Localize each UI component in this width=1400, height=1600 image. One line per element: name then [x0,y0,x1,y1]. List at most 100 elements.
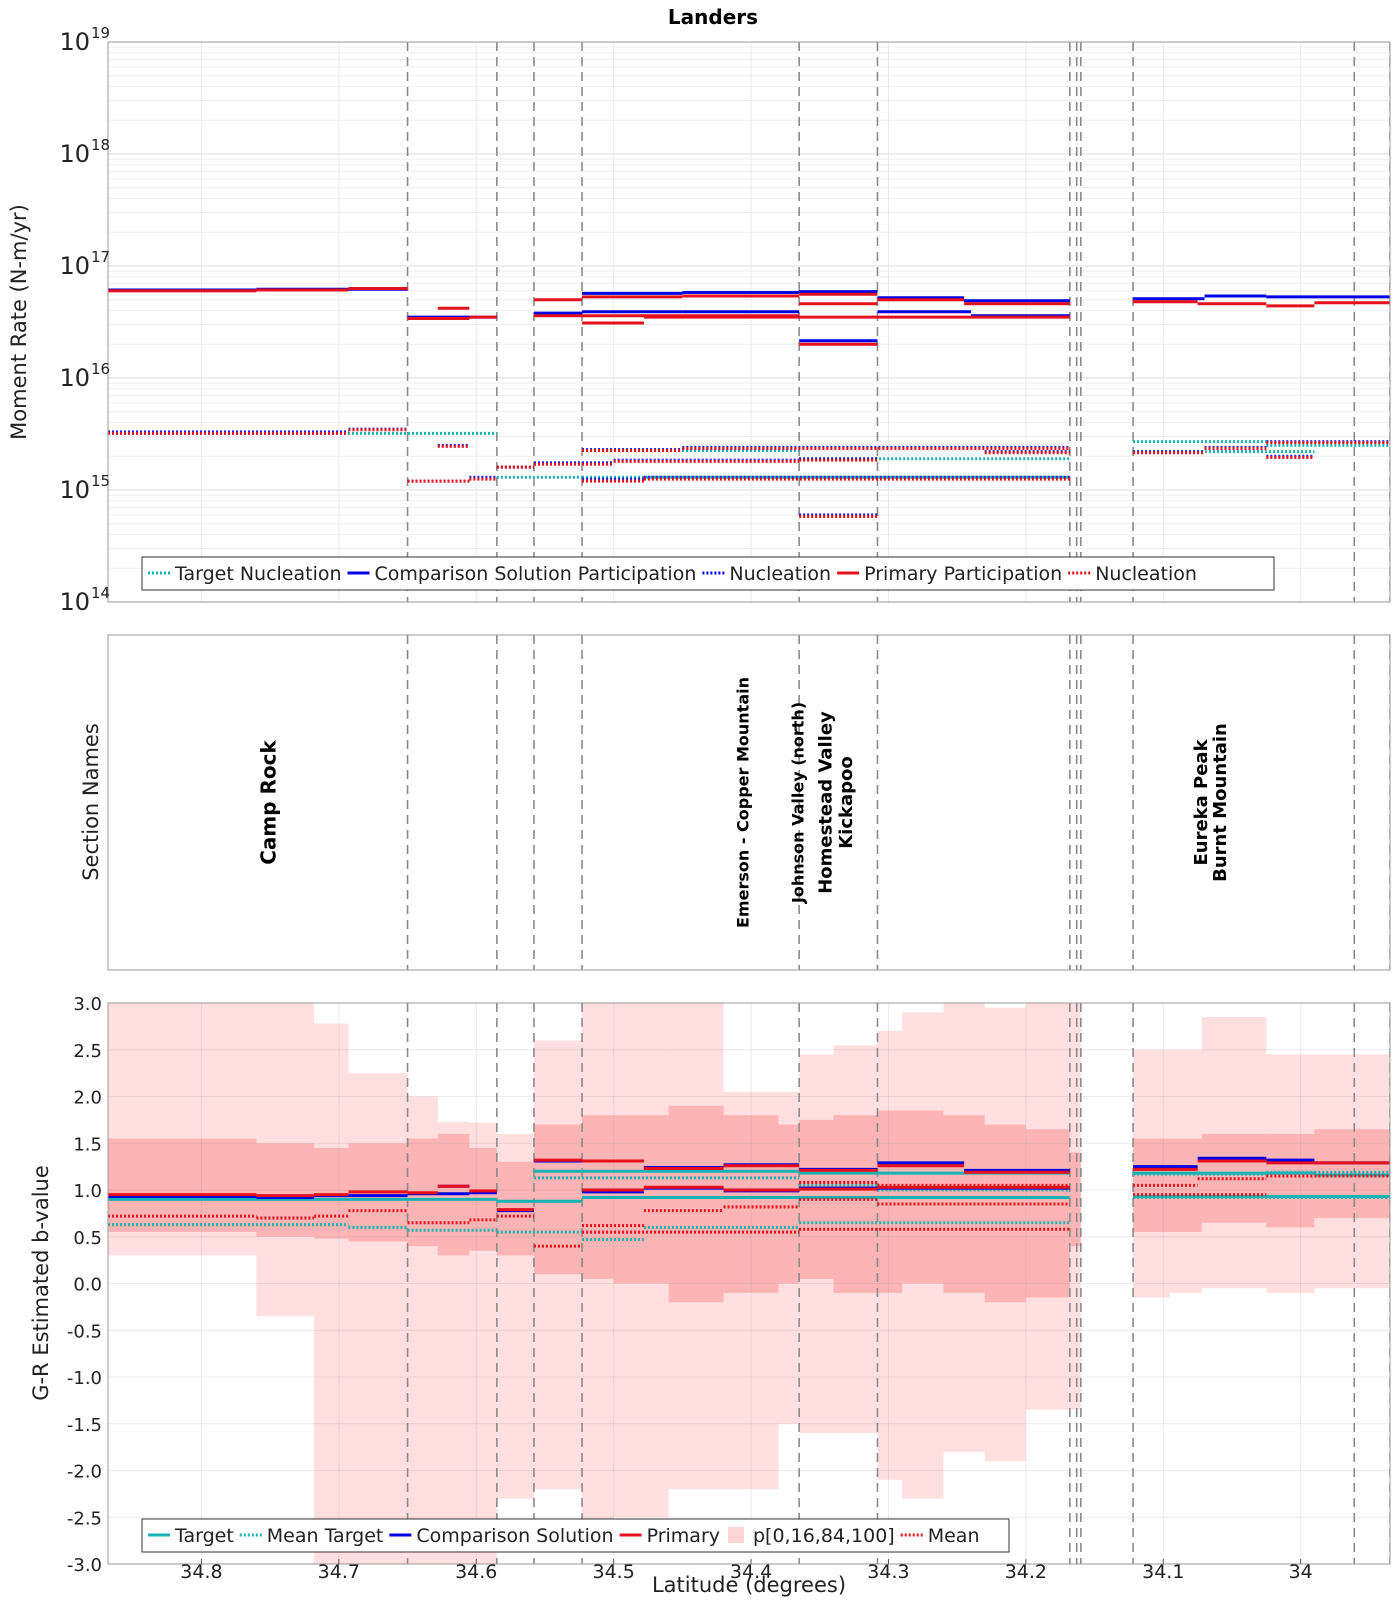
bvalue-y-tick-label: 2.5 [73,1041,102,1062]
x-tick-label: 34.8 [180,1561,222,1583]
legend-label: Primary [647,1525,720,1547]
band-p0-p100 [613,1003,669,1518]
moment-y-tick-label: 10 [59,252,90,280]
band-p0-p100 [469,1122,497,1564]
section-names-panel: Camp Rock Emerson - Copper Mountain Johnso… [79,634,1391,971]
band-p0-p100 [833,1045,878,1434]
band-p0-p100 [1069,1003,1081,1410]
band-p0-p100 [108,1003,257,1256]
band-p0-p100 [799,1054,834,1434]
band-p0-p100 [943,1003,985,1452]
moment-y-tick-exponent: 16 [91,360,110,378]
band-p16-p84 [668,1105,724,1303]
bvalue-y-axis-label: G-R Estimated b-value [29,1165,53,1401]
bvalue-y-tick-label: 1.0 [73,1181,102,1202]
bvalue-y-tick-label: 3.0 [73,994,102,1015]
band-p0-p100 [496,1133,534,1499]
moment-y-tick-exponent: 15 [91,472,110,490]
bvalue-y-tick-label: -2.0 [67,1462,102,1483]
moment-y-tick-label: 10 [59,28,90,56]
x-tick-label: 34.7 [318,1561,360,1583]
sections-plot-frame [107,634,1391,971]
bvalue-legend-frame [141,1518,1010,1553]
moment-y-tick-exponent: 17 [91,248,110,266]
section-label: Johnson Valley (north) [789,702,808,904]
x-tick-label: 34.4 [730,1561,772,1583]
band-p16-p84 [1025,1129,1070,1298]
band-p16-p84 [723,1115,779,1293]
bvalue-y-tick-label: -1.5 [67,1415,102,1436]
section-label: Homestead Valley [816,711,837,894]
band-p0-p100 [1170,1049,1202,1293]
bvalue-y-tick-label: -1.0 [67,1368,102,1389]
sections-section-boundaries [406,635,1390,970]
bvalue-y-tick-label: -0.5 [67,1321,102,1342]
moment-y-axis-label: Moment Rate (N-m/yr) [7,204,31,440]
band-p16-p84 [1266,1133,1315,1228]
bvalue-plot-background [108,1003,1390,1564]
band-p0-p100 [902,1012,944,1499]
sections-y-axis-label: Section Names [79,723,103,881]
x-axis-label: Latitude (degrees) [652,1573,846,1597]
band-p16-p84 [833,1115,878,1293]
x-tick-label: 34.1 [1142,1561,1184,1583]
bvalue-y-tick-label: 0.0 [73,1275,102,1296]
band-p16-p84 [108,1138,257,1233]
x-axis-ticks: 34.8 34.7 34.6 34.5 34.4 34.3 34.2 34.1 34 [180,1559,1313,1583]
band-p16-p84 [778,1124,800,1284]
section-label: Eureka Peak [1191,738,1212,865]
band-p0-p100 [984,1007,1026,1462]
band-p0-p100 [723,1091,779,1490]
legend-label: Mean Target [267,1525,384,1547]
bvalue-section-boundaries [406,1003,1390,1564]
moment-y-tick-exponent: 18 [91,136,110,154]
bvalue-series [108,1156,1390,1248]
legend-label: p[0,16,84,100] [753,1525,895,1547]
moment-plot-frame [107,41,1391,603]
band-p0-p100 [437,1121,470,1564]
band-p0-p100 [348,1073,408,1564]
moment-y-tick-exponent: 14 [91,584,110,602]
section-labels: Camp Rock Emerson - Copper Mountain Johnso… [257,677,1231,928]
bvalue-plot-frame [107,1002,1391,1565]
band-p0-p100 [1025,1003,1070,1410]
legend-label: Mean [928,1525,980,1547]
band-p0-p100 [778,1091,800,1424]
sections-plot-background [108,635,1390,970]
band-p16-p84 [256,1143,315,1237]
x-tick-label: 34 [1289,1561,1313,1583]
bvalue-y-tick-label: -3.0 [67,1555,102,1576]
moment-y-tick-exponent: 19 [91,24,110,42]
x-tick-label: 34.5 [592,1561,634,1583]
bvalue-y-tick-label: 2.0 [73,1088,102,1109]
section-label: Burnt Mountain [1210,723,1231,882]
moment-section-boundaries [406,42,1390,602]
bvalue-y-tick-label: 1.5 [73,1134,102,1155]
moment-plot-background [108,42,1390,602]
legend-label: Comparison Solution Participation [375,563,697,585]
band-p16-p84 [984,1124,1026,1303]
band-p16-p84 [1069,1152,1081,1247]
moment-series [108,286,1390,518]
moment-y-tick-label: 10 [59,476,90,504]
band-p0-p100 [533,1040,583,1490]
moment-y-tick-label: 10 [59,364,90,392]
bvalue-y-ticks: 3.0 2.5 2.0 1.5 1.0 0.5 0.0 -0.5 -1.0 -1.5 -2.0 -2.… [67,994,102,1576]
section-label: Emerson - Copper Mountain [734,677,753,928]
legend-swatch [728,1527,744,1543]
band-p0-p100 [582,1003,614,1546]
x-tick-label: 34.2 [1005,1561,1047,1583]
band-p0-p100 [256,1003,315,1317]
band-p0-p100 [407,1096,438,1564]
band-p16-p84 [533,1124,583,1275]
legend-label: Primary Participation [864,563,1062,585]
band-p0-p100 [877,1031,903,1480]
band-p0-p100 [668,1003,724,1490]
band-p16-p84 [877,1110,903,1293]
moment-y-tick-label: 10 [59,588,90,616]
legend-label: Comparison Solution [416,1525,613,1547]
band-p0-p100 [314,1023,349,1564]
band-p16-p84 [613,1115,669,1284]
